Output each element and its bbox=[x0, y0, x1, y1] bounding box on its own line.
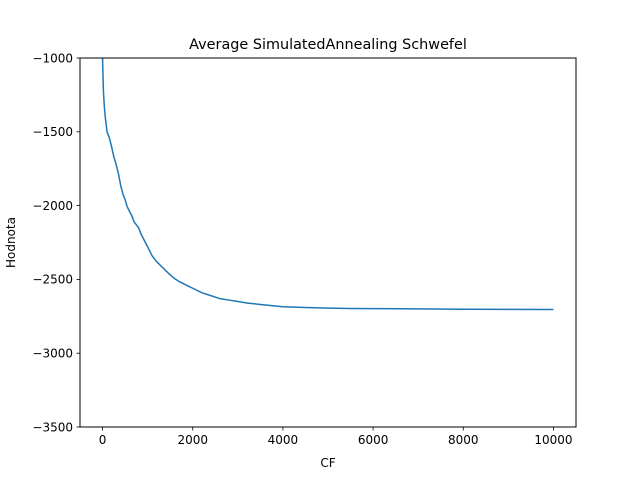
y-tick-label: −2500 bbox=[32, 273, 73, 287]
series-line-0 bbox=[101, 57, 554, 311]
y-tick-label: −3500 bbox=[32, 420, 73, 434]
x-tick-label: 8000 bbox=[448, 433, 479, 447]
x-tick-label: 6000 bbox=[358, 433, 389, 447]
plot-area bbox=[101, 57, 554, 311]
y-axis-label: Hodnota bbox=[4, 217, 18, 268]
y-tick-label: −1500 bbox=[32, 125, 73, 139]
plot-frame bbox=[79, 57, 577, 428]
y-tick-label: −1000 bbox=[32, 51, 73, 65]
y-tick-label: −2000 bbox=[32, 199, 73, 213]
x-tick-label: 0 bbox=[99, 433, 107, 447]
x-tick-label: 10000 bbox=[534, 433, 572, 447]
x-tick-label: 4000 bbox=[268, 433, 299, 447]
x-tick-label: 2000 bbox=[177, 433, 208, 447]
y-tick-label: −3000 bbox=[32, 347, 73, 361]
chart-title: Average SimulatedAnnealing Schwefel bbox=[189, 37, 467, 53]
x-axis-label: CF bbox=[320, 456, 335, 470]
